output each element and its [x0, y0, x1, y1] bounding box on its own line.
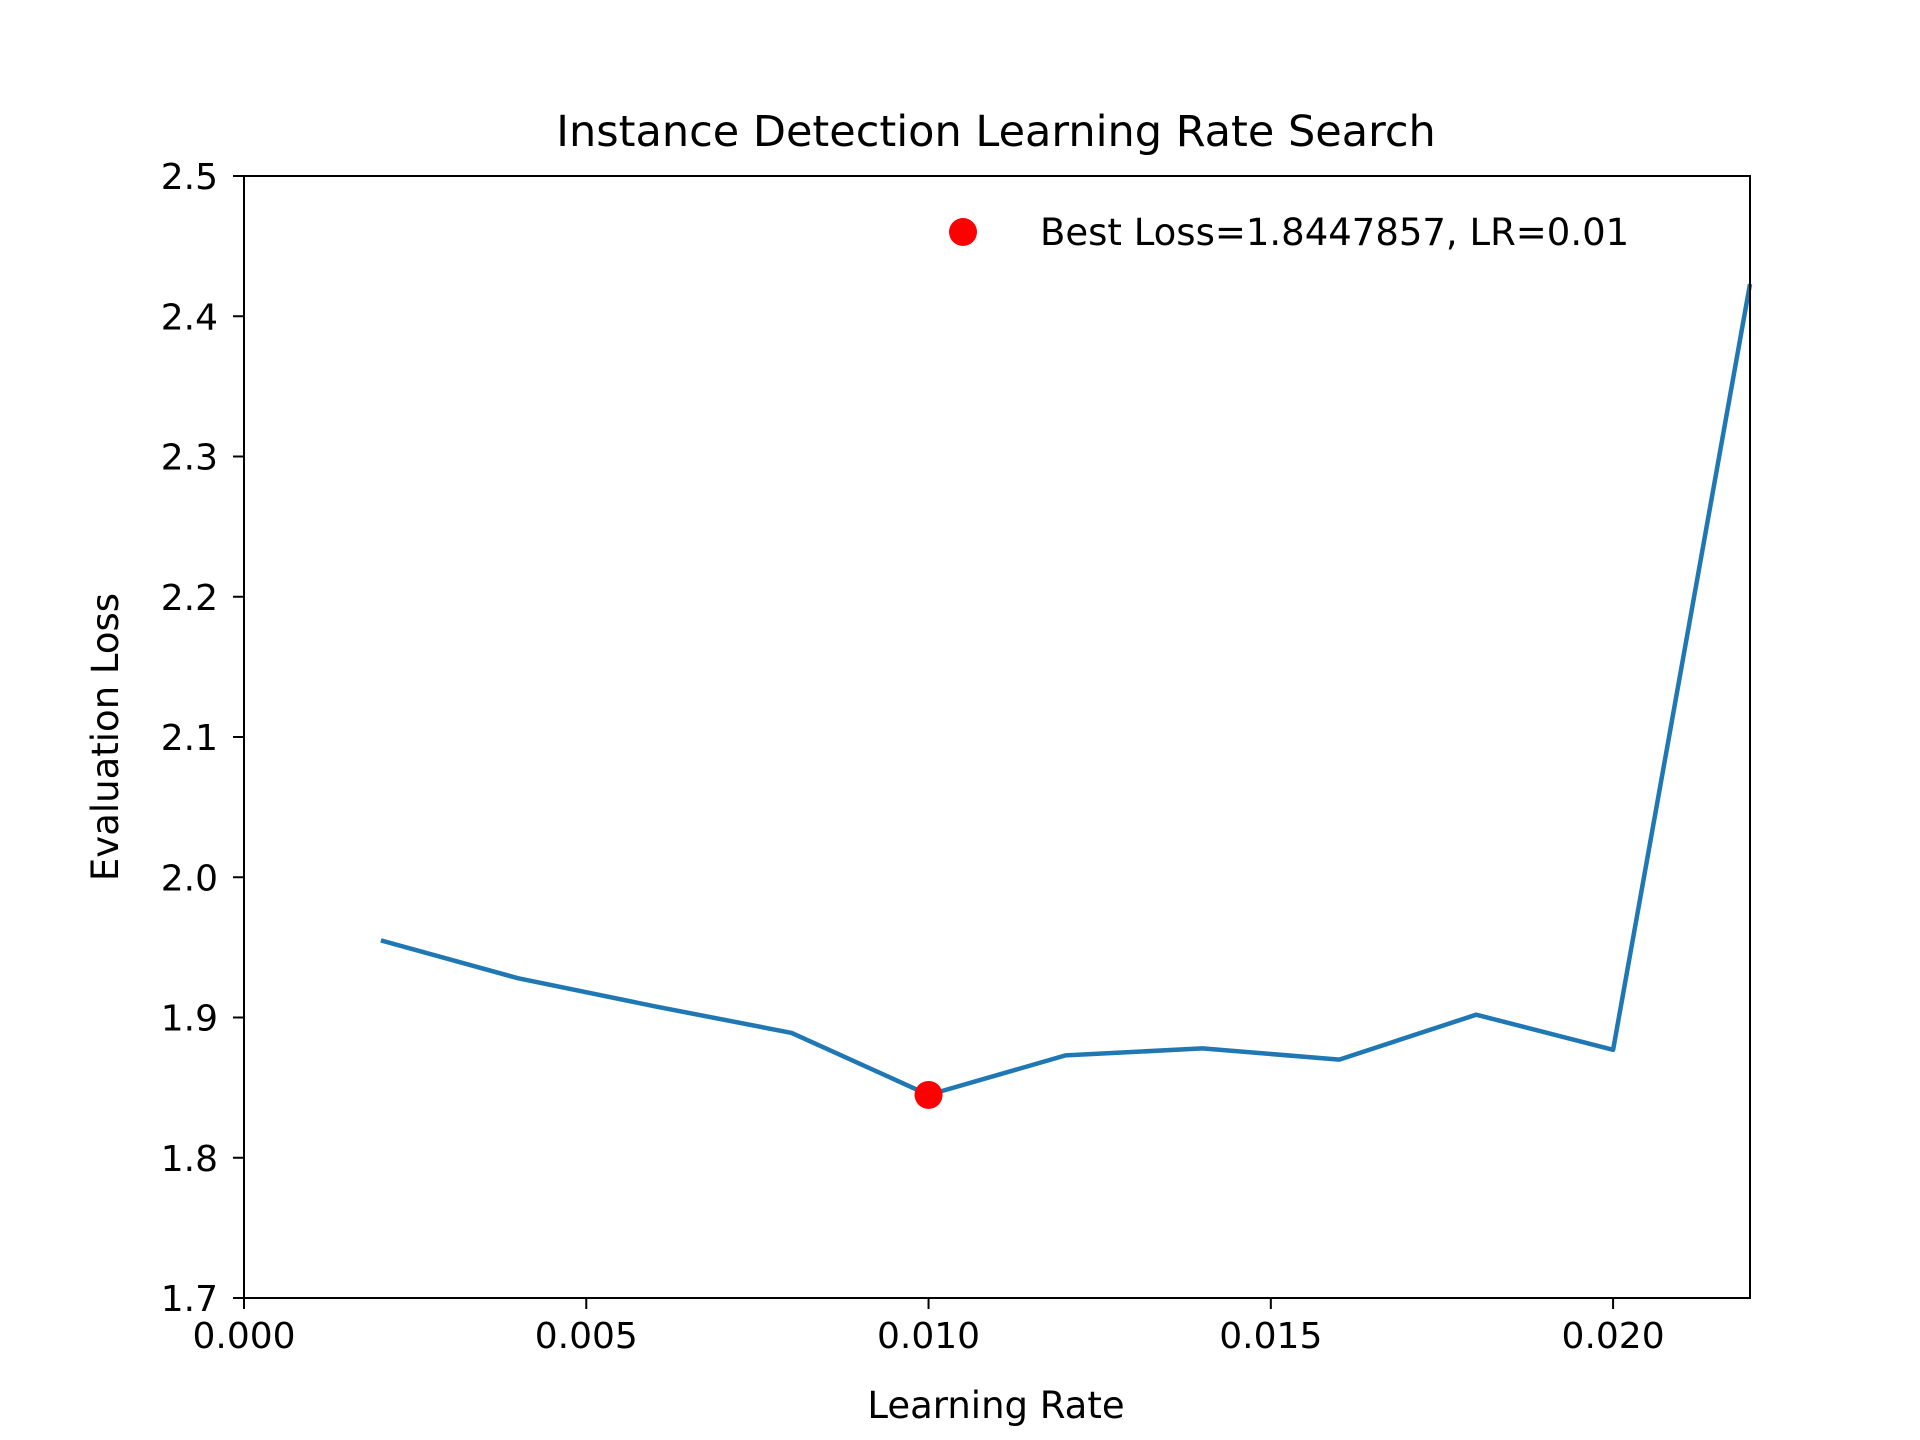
y-axis-label: Evaluation Loss — [84, 593, 127, 881]
legend-label: Best Loss=1.8447857, LR=0.01 — [1040, 211, 1629, 254]
y-tick-label: 1.7 — [161, 1279, 218, 1320]
plot-area — [380, 283, 1753, 1109]
y-tick-label: 2.2 — [161, 578, 218, 619]
y-tick-label: 2.3 — [161, 438, 218, 479]
x-tick-label: 0.000 — [192, 1316, 295, 1357]
y-tick-label: 1.8 — [161, 1139, 218, 1180]
y-tick-label: 2.5 — [161, 157, 218, 198]
y-tick-label: 1.9 — [161, 999, 218, 1040]
series-line — [380, 283, 1753, 1098]
best-point-marker — [914, 1080, 943, 1109]
y-tick-label: 2.4 — [161, 297, 218, 338]
y-tick-label: 2.1 — [161, 718, 218, 759]
x-tick-label: 0.015 — [1219, 1316, 1322, 1357]
x-tick-label: 0.010 — [877, 1316, 980, 1357]
x-tick-label: 0.005 — [535, 1316, 638, 1357]
legend-marker — [949, 218, 977, 246]
x-axis: 0.000 0.005 0.010 0.015 0.020 — [192, 1298, 1665, 1357]
y-tick-label: 2.0 — [161, 858, 218, 899]
legend: Best Loss=1.8447857, LR=0.01 — [949, 211, 1629, 254]
x-tick-label: 0.020 — [1562, 1316, 1665, 1357]
chart-title: Instance Detection Learning Rate Search — [556, 107, 1435, 157]
x-axis-label: Learning Rate — [867, 1384, 1124, 1427]
y-axis: 1.7 1.8 1.9 2.0 2.1 2.2 2.3 2.4 2.5 — [161, 157, 244, 1320]
